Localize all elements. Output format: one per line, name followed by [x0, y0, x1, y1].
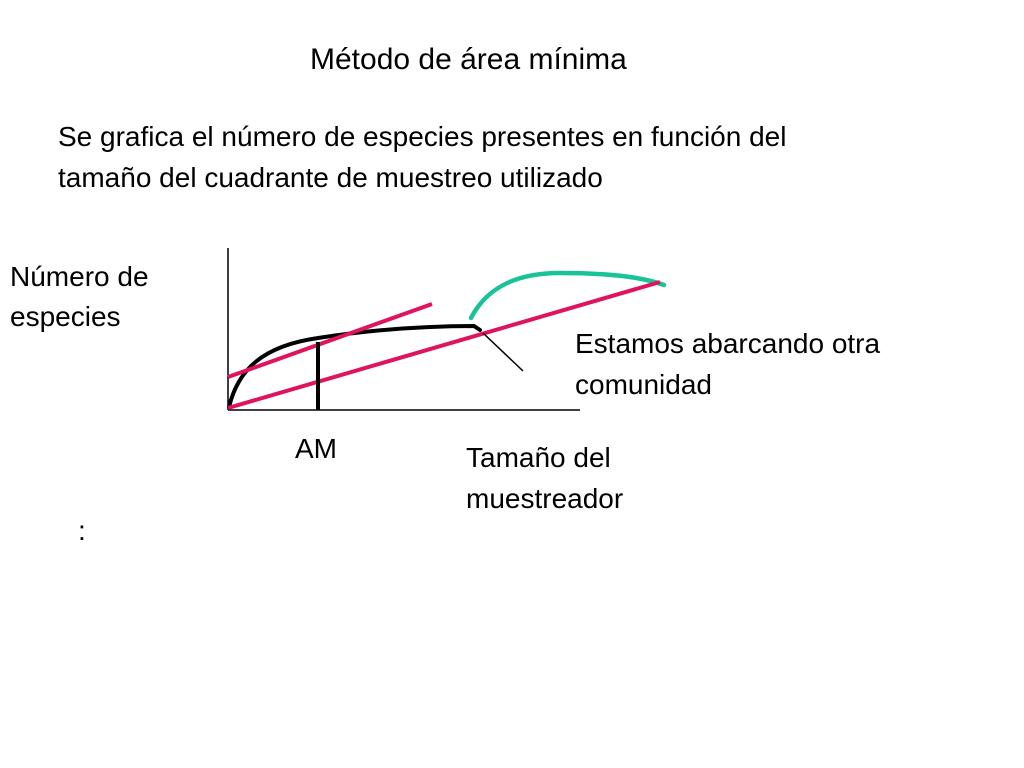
- intro-line: Se grafica el número de especies present…: [58, 121, 787, 152]
- x-axis-label: Tamaño del muestreador: [466, 438, 623, 519]
- annotation-line: Estamos abarcando otra: [575, 328, 881, 359]
- y-axis-label: Número de especies: [10, 257, 149, 337]
- annotation-line: comunidad: [575, 368, 712, 400]
- trailing-colon: :: [78, 515, 86, 546]
- annotation-text: Estamos abarcando otra comunidad: [575, 324, 880, 405]
- other-community-curve: [468, 270, 667, 321]
- x-axis-label-line: Tamaño del: [466, 442, 611, 473]
- slide-title: Método de área mínima: [310, 43, 627, 76]
- y-axis-label-line: especies: [10, 300, 121, 332]
- annotation-pointer: [482, 332, 524, 372]
- x-axis-label-line: muestreador: [466, 482, 624, 514]
- tangent-line-upper: [227, 302, 433, 379]
- y-axis-label-line: Número de: [10, 261, 149, 292]
- intro-text: Se grafica el número de especies present…: [58, 117, 786, 198]
- tangent-line-lower: [227, 280, 661, 410]
- species-area-curve: [227, 323, 482, 409]
- intro-line: tamaño del cuadrante de muestreo utiliza…: [58, 161, 603, 193]
- minimum-area-label: AM: [295, 433, 337, 464]
